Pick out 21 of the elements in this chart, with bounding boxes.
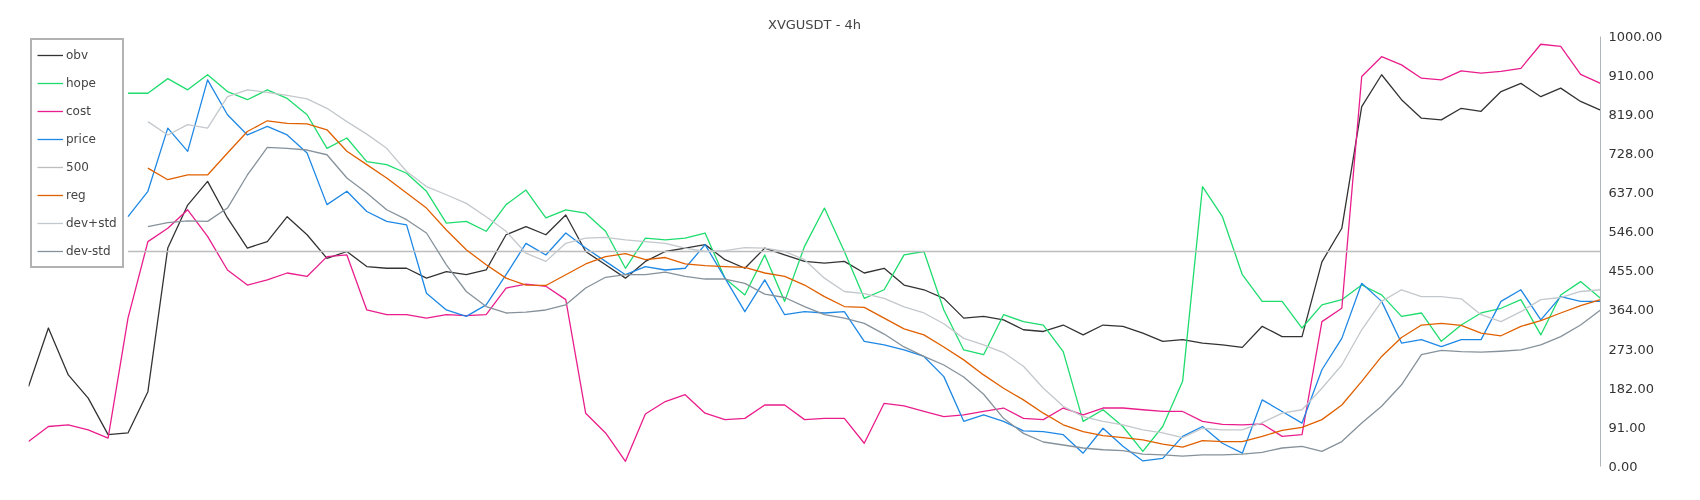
chart-title: XVGUSDT - 4h [767,16,862,32]
y-tick-label: 0.00 [1608,459,1638,474]
legend-label: dev+std [66,216,117,230]
y-tick-label: 1000.00 [1608,29,1663,44]
y-tick-label: 455.00 [1608,263,1654,279]
y-tick-label: 273.00 [1608,341,1654,357]
legend-label: hope [66,76,96,90]
legend-label: dev-std [66,244,111,258]
y-tick-label: 819.00 [1608,106,1654,122]
y-tick-label: 546.00 [1608,224,1654,240]
y-tick-label: 91.00 [1608,419,1646,435]
legend-label: 500 [66,160,89,174]
y-tick-label: 728.00 [1608,145,1654,161]
legend-label: reg [66,188,86,202]
y-tick-label: 910.00 [1608,67,1654,83]
y-tick-label: 637.00 [1608,185,1654,201]
y-tick-label: 364.00 [1608,302,1654,318]
y-tick-label: 182.00 [1608,380,1654,396]
legend-label: obv [66,48,89,62]
legend-label: price [66,132,96,146]
legend-label: cost [66,104,91,118]
